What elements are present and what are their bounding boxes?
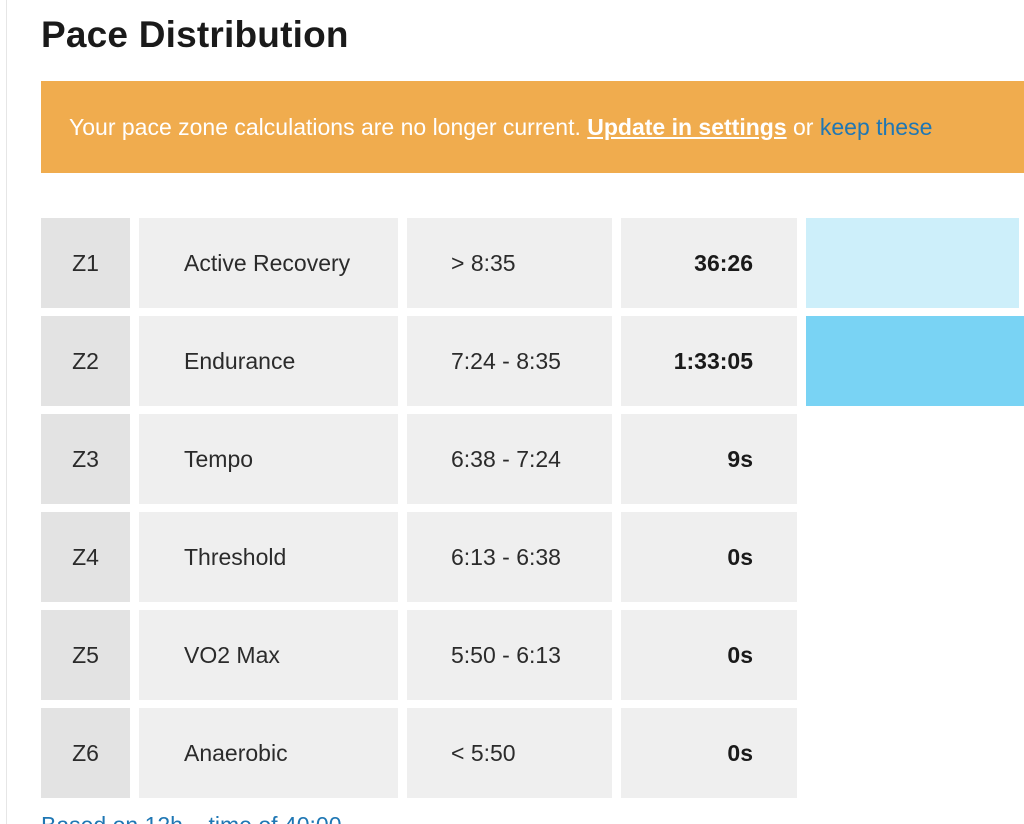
zone-bar-track [806,316,1024,406]
footer-note[interactable]: Based on 12h... time of 40:00 [41,812,341,824]
zone-bar-track [806,708,1024,798]
zone-row: Z3 Tempo 6:38 - 7:24 9s [41,414,1024,504]
zone-bar-track [806,512,1024,602]
zone-row: Z2 Endurance 7:24 - 8:35 1:33:05 [41,316,1024,406]
zone-pace-range: < 5:50 [407,708,612,798]
zone-bar [806,218,1019,308]
zone-name: Endurance [139,316,398,406]
zone-bar [806,316,1024,406]
update-in-settings-link[interactable]: Update in settings [587,114,787,140]
zone-time: 9s [621,414,797,504]
zone-label: Z5 [41,610,130,700]
zone-name: Active Recovery [139,218,398,308]
zone-label: Z4 [41,512,130,602]
zones-outdated-banner: Your pace zone calculations are no longe… [41,81,1024,173]
zone-row: Z5 VO2 Max 5:50 - 6:13 0s [41,610,1024,700]
banner-text: Your pace zone calculations are no longe… [69,81,932,173]
zone-row: Z4 Threshold 6:13 - 6:38 0s [41,512,1024,602]
zone-row: Z6 Anaerobic < 5:50 0s [41,708,1024,798]
zone-label: Z3 [41,414,130,504]
zone-pace-range: > 8:35 [407,218,612,308]
zone-time: 0s [621,610,797,700]
zone-name: Anaerobic [139,708,398,798]
zone-time: 0s [621,708,797,798]
zone-time: 36:26 [621,218,797,308]
zone-pace-range: 6:13 - 6:38 [407,512,612,602]
zone-bar-track [806,218,1024,308]
zone-time: 0s [621,512,797,602]
page-title: Pace Distribution [41,14,349,55]
keep-these-link[interactable]: keep these [819,114,933,140]
zone-bar-track [806,414,1024,504]
zone-time: 1:33:05 [621,316,797,406]
zone-label: Z1 [41,218,130,308]
zone-pace-range: 5:50 - 6:13 [407,610,612,700]
banner-message: Your pace zone calculations are no longe… [69,114,581,140]
zone-pace-range: 7:24 - 8:35 [407,316,612,406]
zone-bar-track [806,610,1024,700]
left-divider [6,0,7,824]
zone-name: VO2 Max [139,610,398,700]
zone-name: Threshold [139,512,398,602]
zone-pace-range: 6:38 - 7:24 [407,414,612,504]
zone-name: Tempo [139,414,398,504]
zone-row: Z1 Active Recovery > 8:35 36:26 [41,218,1024,308]
banner-connector: or [793,114,814,140]
zone-label: Z2 [41,316,130,406]
zone-label: Z6 [41,708,130,798]
